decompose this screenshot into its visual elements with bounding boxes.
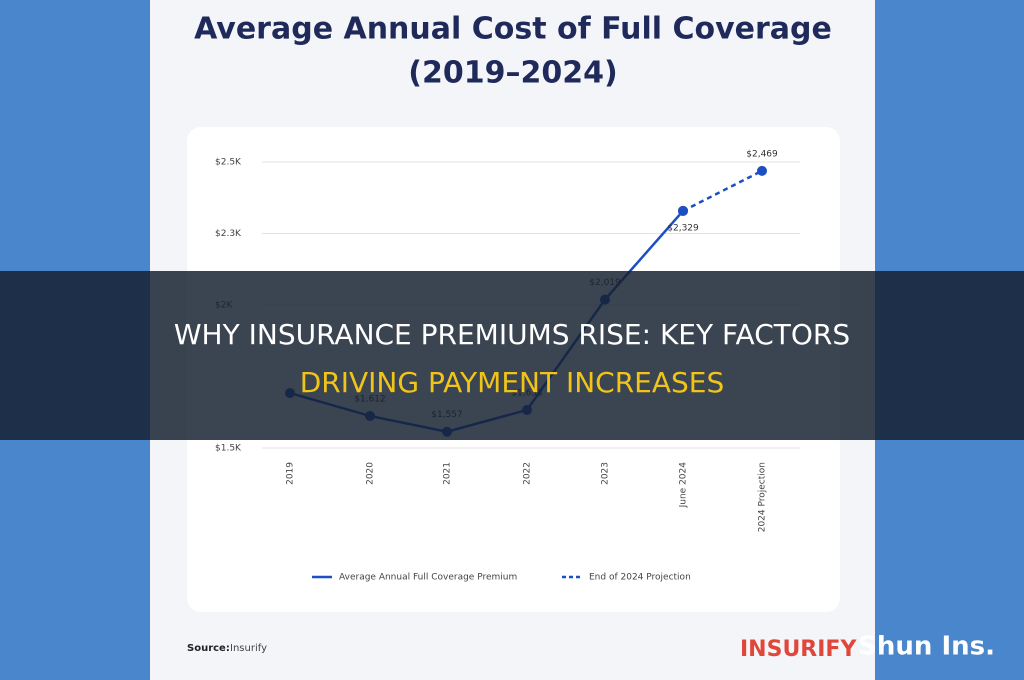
y-tick-label: $1.5K	[215, 444, 242, 454]
x-tick-label: 2019	[286, 462, 296, 485]
source-label: Source:	[187, 643, 230, 654]
y-tick-label: $2.5K	[215, 158, 242, 168]
chart-title: (2019–2024)	[408, 56, 617, 91]
x-tick-label: 2024 Projection	[758, 462, 768, 532]
x-tick-label: 2023	[601, 462, 611, 485]
chart-title: Average Annual Cost of Full Coverage	[194, 12, 832, 47]
banner-title: DRIVING PAYMENT INCREASES	[300, 366, 725, 399]
logo: INSURIFY	[740, 637, 857, 662]
legend-label: Average Annual Full Coverage Premium	[339, 573, 517, 583]
point	[678, 205, 688, 216]
x-tick-label: 2020	[366, 462, 376, 485]
watermark: Shun Ins.	[858, 632, 995, 662]
value-label: $2,329	[667, 223, 699, 233]
point	[757, 165, 767, 176]
source: Insurify	[230, 643, 267, 654]
banner-title: WHY INSURANCE PREMIUMS RISE: KEY FACTORS	[174, 318, 850, 351]
x-tick-label: 2021	[443, 462, 453, 485]
banner	[0, 271, 1024, 440]
value-label: $2,469	[746, 149, 778, 159]
legend-label: End of 2024 Projection	[589, 573, 691, 583]
line	[682, 169, 763, 213]
y-tick-label: $2.3K	[215, 229, 242, 239]
x-tick-label: 2022	[523, 462, 533, 485]
x-tick-label: June 2024	[679, 462, 689, 509]
